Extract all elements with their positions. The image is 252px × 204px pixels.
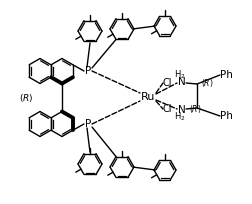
Text: H$_2$: H$_2$ bbox=[174, 111, 185, 123]
Text: $(R)$: $(R)$ bbox=[19, 92, 33, 104]
Text: P: P bbox=[84, 119, 91, 129]
Text: N: N bbox=[177, 105, 185, 115]
Text: Ph: Ph bbox=[219, 111, 232, 121]
Text: $(R)$: $(R)$ bbox=[200, 77, 213, 89]
Text: H$_2$: H$_2$ bbox=[174, 69, 185, 81]
Text: $(R)$: $(R)$ bbox=[188, 103, 201, 115]
Text: N: N bbox=[177, 77, 185, 87]
Text: P: P bbox=[84, 66, 91, 76]
Text: Ph: Ph bbox=[219, 70, 232, 80]
Text: Cl: Cl bbox=[162, 78, 172, 88]
Text: Ru: Ru bbox=[140, 92, 154, 102]
Text: Cl: Cl bbox=[162, 104, 172, 114]
